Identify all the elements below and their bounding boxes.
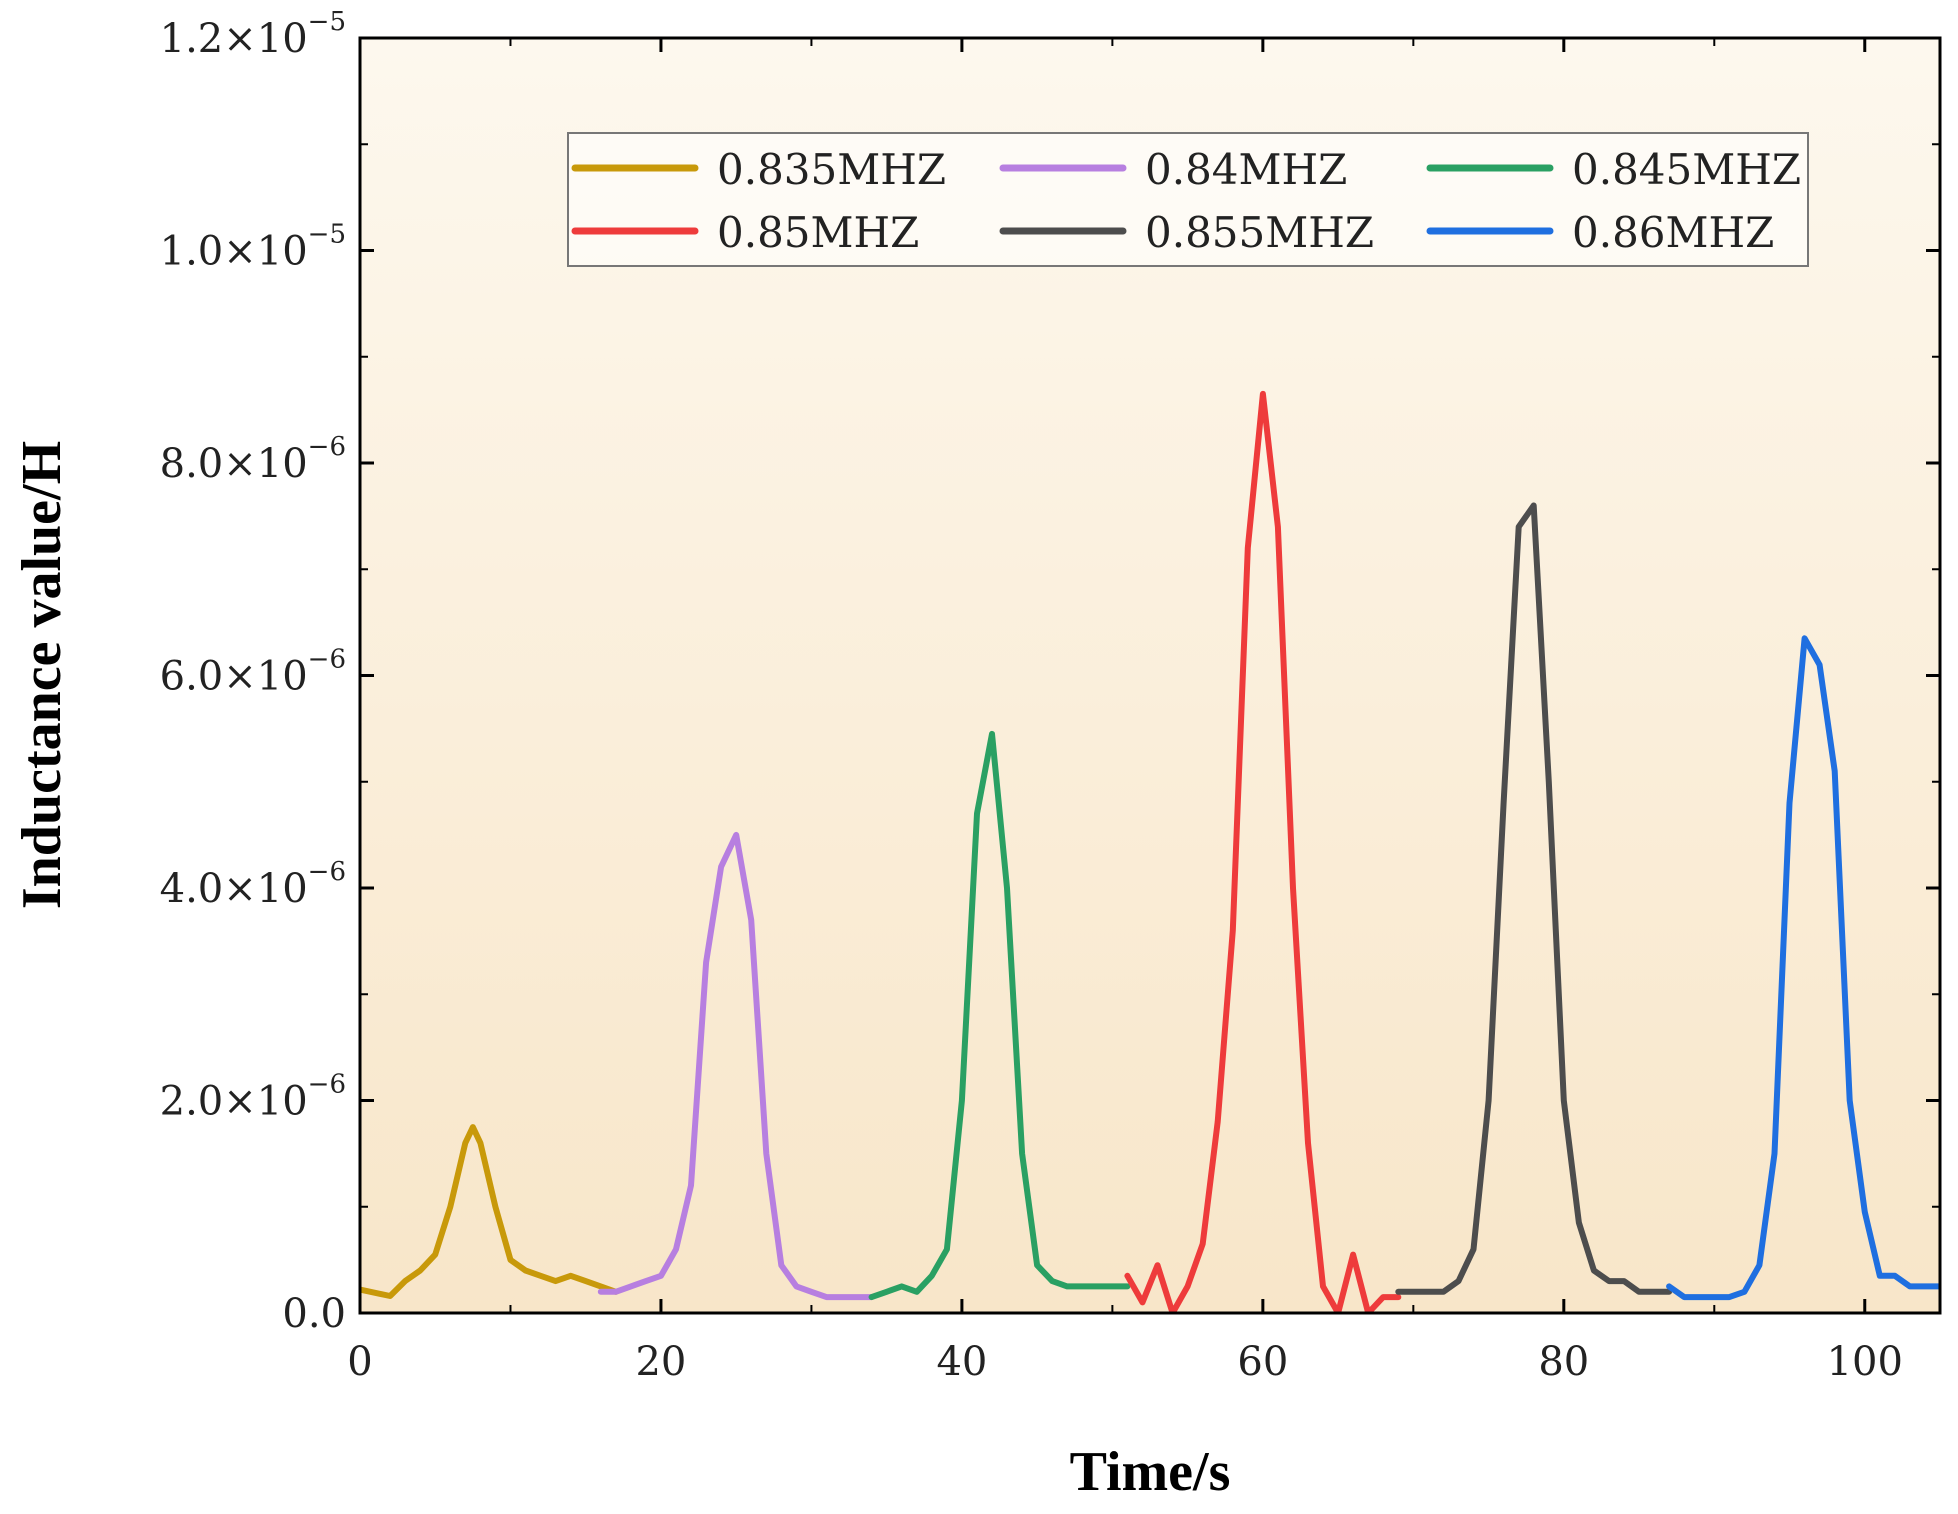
y-tick-label: 6.0×10−6 [160,645,346,700]
legend: 0.835MHZ 0.84MHZ 0.845MHZ 0.85MHZ 0.855MHZ 0.… [567,132,1809,267]
x-tick-label: 40 [936,1339,987,1385]
legend-box [567,132,1809,267]
legend-label-0: 0.835MHZ [717,145,946,194]
series-line-5 [1666,635,1940,1301]
x-tick-label: 20 [635,1339,686,1385]
y-axis-title: Inductance value/H [11,441,73,909]
y-tick-label: 1.0×10−5 [160,220,346,275]
series-line-3 [1124,390,1402,1313]
x-tick-label: 60 [1237,1339,1288,1385]
legend-label-3: 0.85MHZ [717,208,919,257]
series-line-4 [1395,502,1673,1295]
series-line-2 [868,730,1131,1301]
legend-label-1: 0.84MHZ [1145,145,1347,194]
series-line-0 [360,1124,619,1299]
x-tick-label: 0 [347,1339,372,1385]
x-tick-label: 80 [1538,1339,1589,1385]
legend-label-4: 0.855MHZ [1145,208,1374,257]
series-line-1 [597,831,875,1301]
legend-label-5: 0.86MHZ [1572,208,1774,257]
y-tick-label: 4.0×10−6 [160,857,346,912]
x-tick-label: 100 [1827,1339,1903,1385]
y-tick-label: 2.0×10−6 [160,1070,346,1125]
y-tick-label: 8.0×10−6 [160,432,346,487]
y-axis: 0.0 2.0×10−6 4.0×10−6 6.0×10−6 8.0×10−6 1.0×1… [160,7,1940,1337]
x-axis: 0 20 40 60 80 100 [347,38,1903,1385]
x-axis-title: Time/s [1070,1441,1231,1503]
series-layer [360,390,1940,1313]
legend-label-2: 0.845MHZ [1572,145,1801,194]
y-tick-label: 1.2×10−5 [160,7,346,62]
y-tick-label: 0.0 [282,1291,346,1337]
